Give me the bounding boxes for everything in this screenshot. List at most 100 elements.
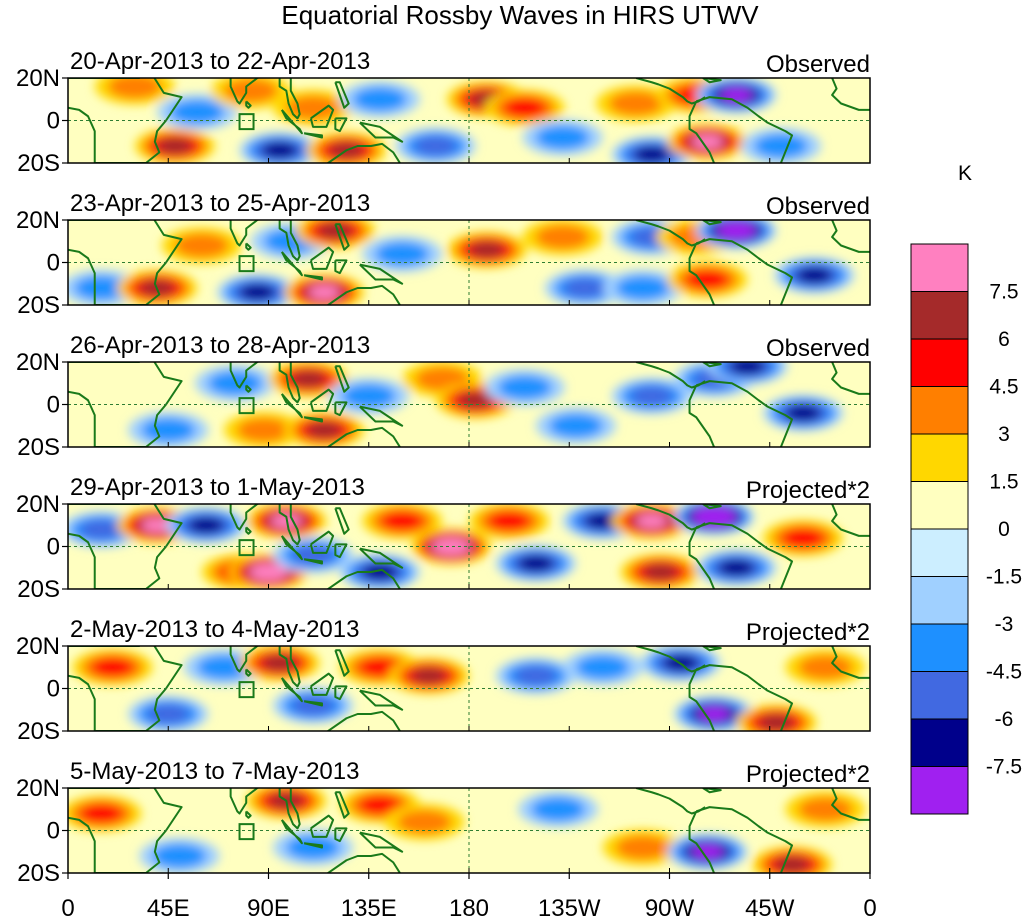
anomaly-contour xyxy=(782,528,825,548)
coastline xyxy=(229,78,261,105)
anomaly-contour xyxy=(170,99,225,125)
colorbar-label: 0 xyxy=(998,518,1010,541)
colorbar-label: 4.5 xyxy=(989,376,1018,399)
y-tick-label: 20S xyxy=(17,576,60,603)
panel-date-label: 29-Apr-2013 to 1-May-2013 xyxy=(70,474,365,501)
coastline xyxy=(702,220,722,226)
panel-type-label: Projected*2 xyxy=(746,761,870,788)
coastline xyxy=(334,365,350,393)
anomaly-contour xyxy=(436,539,466,554)
coastline xyxy=(320,568,401,589)
coastline xyxy=(303,416,323,423)
panel-date-label: 20-Apr-2013 to 22-Apr-2013 xyxy=(70,48,370,75)
coastline xyxy=(334,507,350,535)
y-tick-label: 20N xyxy=(16,633,60,660)
coastline xyxy=(245,810,252,819)
panel-date-label: 23-Apr-2013 to 25-Apr-2013 xyxy=(70,190,370,217)
coastline xyxy=(68,362,183,447)
anomaly-contour xyxy=(584,512,621,530)
x-axis: 0 45E 90E 135E 180 135W 90W 45W 0 xyxy=(61,873,877,922)
anomaly-contour xyxy=(381,511,424,531)
y-tick-label: 20N xyxy=(16,491,60,518)
coastline xyxy=(280,109,303,135)
anomaly-contour xyxy=(375,241,430,267)
anomaly-contour xyxy=(535,125,590,150)
coastline xyxy=(278,78,301,120)
x-tick-label: 135E xyxy=(341,895,397,922)
coastline xyxy=(702,78,722,84)
coastline xyxy=(68,504,183,589)
y-tick-label: 0 xyxy=(47,108,60,135)
coastline xyxy=(688,668,715,731)
coastline xyxy=(334,81,350,109)
x-tick-label: 135W xyxy=(538,895,601,922)
coastline xyxy=(831,646,870,679)
coastline xyxy=(334,543,348,559)
colorbar-swatch xyxy=(910,528,969,577)
anomaly-contour xyxy=(188,517,224,534)
panel: 20N 0 20S 29-Apr-2013 to 1-May-2013 Projecte… xyxy=(16,474,871,603)
panel-date-label: 2-May-2013 to 4-May-2013 xyxy=(70,616,359,643)
coastline xyxy=(334,827,348,843)
coastline xyxy=(688,526,715,589)
coastline xyxy=(278,362,301,404)
coastline xyxy=(359,405,404,427)
anomaly-contour xyxy=(397,809,452,835)
coastline xyxy=(245,100,252,109)
coastline xyxy=(309,388,335,412)
coastline xyxy=(688,384,715,447)
y-tick-label: 20S xyxy=(17,434,60,461)
anomaly-contour xyxy=(239,284,276,301)
colorbar-swatch xyxy=(910,766,969,815)
coastline xyxy=(303,558,323,565)
colorbar-swatch xyxy=(910,718,969,767)
coastlines xyxy=(68,646,870,731)
anomaly-contour xyxy=(308,284,340,300)
anomaly-contour xyxy=(549,413,603,438)
y-tick-label: 0 xyxy=(47,250,60,277)
colorbar-swatch xyxy=(910,291,969,340)
anomaly-contour xyxy=(290,370,327,388)
anomaly-contour xyxy=(615,835,670,860)
coastline xyxy=(280,819,303,845)
anomaly-contour xyxy=(633,146,670,163)
coastline xyxy=(303,132,323,139)
y-tick-label: 0 xyxy=(47,392,60,419)
coastline xyxy=(334,259,348,275)
panel-type-label: Observed xyxy=(766,193,870,220)
coastline xyxy=(359,547,404,569)
x-tick-label: 90W xyxy=(645,895,695,922)
x-tick-label: 45E xyxy=(147,895,190,922)
x-tick-label: 45W xyxy=(745,895,795,922)
coastline xyxy=(702,646,722,652)
coastline xyxy=(688,810,715,873)
anomaly-contour xyxy=(785,404,821,422)
anomaly-contour xyxy=(107,78,162,99)
anomaly-contour xyxy=(141,417,196,443)
coastline xyxy=(303,700,323,707)
coastline xyxy=(280,535,303,561)
coastline xyxy=(280,251,303,277)
coastline xyxy=(309,672,335,696)
coastline xyxy=(695,96,794,163)
coastline xyxy=(831,220,870,253)
coastline xyxy=(831,504,870,537)
anomaly-contour xyxy=(796,267,833,284)
anomaly-contour xyxy=(609,91,664,116)
anomaly-contour xyxy=(497,375,552,400)
coastline xyxy=(695,380,794,447)
panel: 20N 0 20S 20-Apr-2013 to 22-Apr-2013 Observe… xyxy=(16,48,871,177)
colorbar-label: -3 xyxy=(995,613,1014,636)
colorbar-label: -6 xyxy=(995,708,1014,731)
panel: 20N 0 20S 23-Apr-2013 to 25-Apr-2013 Observe… xyxy=(16,190,871,319)
coastline xyxy=(831,362,870,395)
coastline xyxy=(334,685,348,701)
coastline xyxy=(320,284,401,305)
colorbar-label: -4.5 xyxy=(986,661,1022,684)
x-tick-label: 180 xyxy=(449,895,489,922)
region-box xyxy=(238,823,255,841)
coastlines xyxy=(68,78,870,163)
x-tick-label: 0 xyxy=(61,895,74,922)
anomaly-contour xyxy=(722,223,751,238)
anomaly-contour xyxy=(74,275,129,301)
